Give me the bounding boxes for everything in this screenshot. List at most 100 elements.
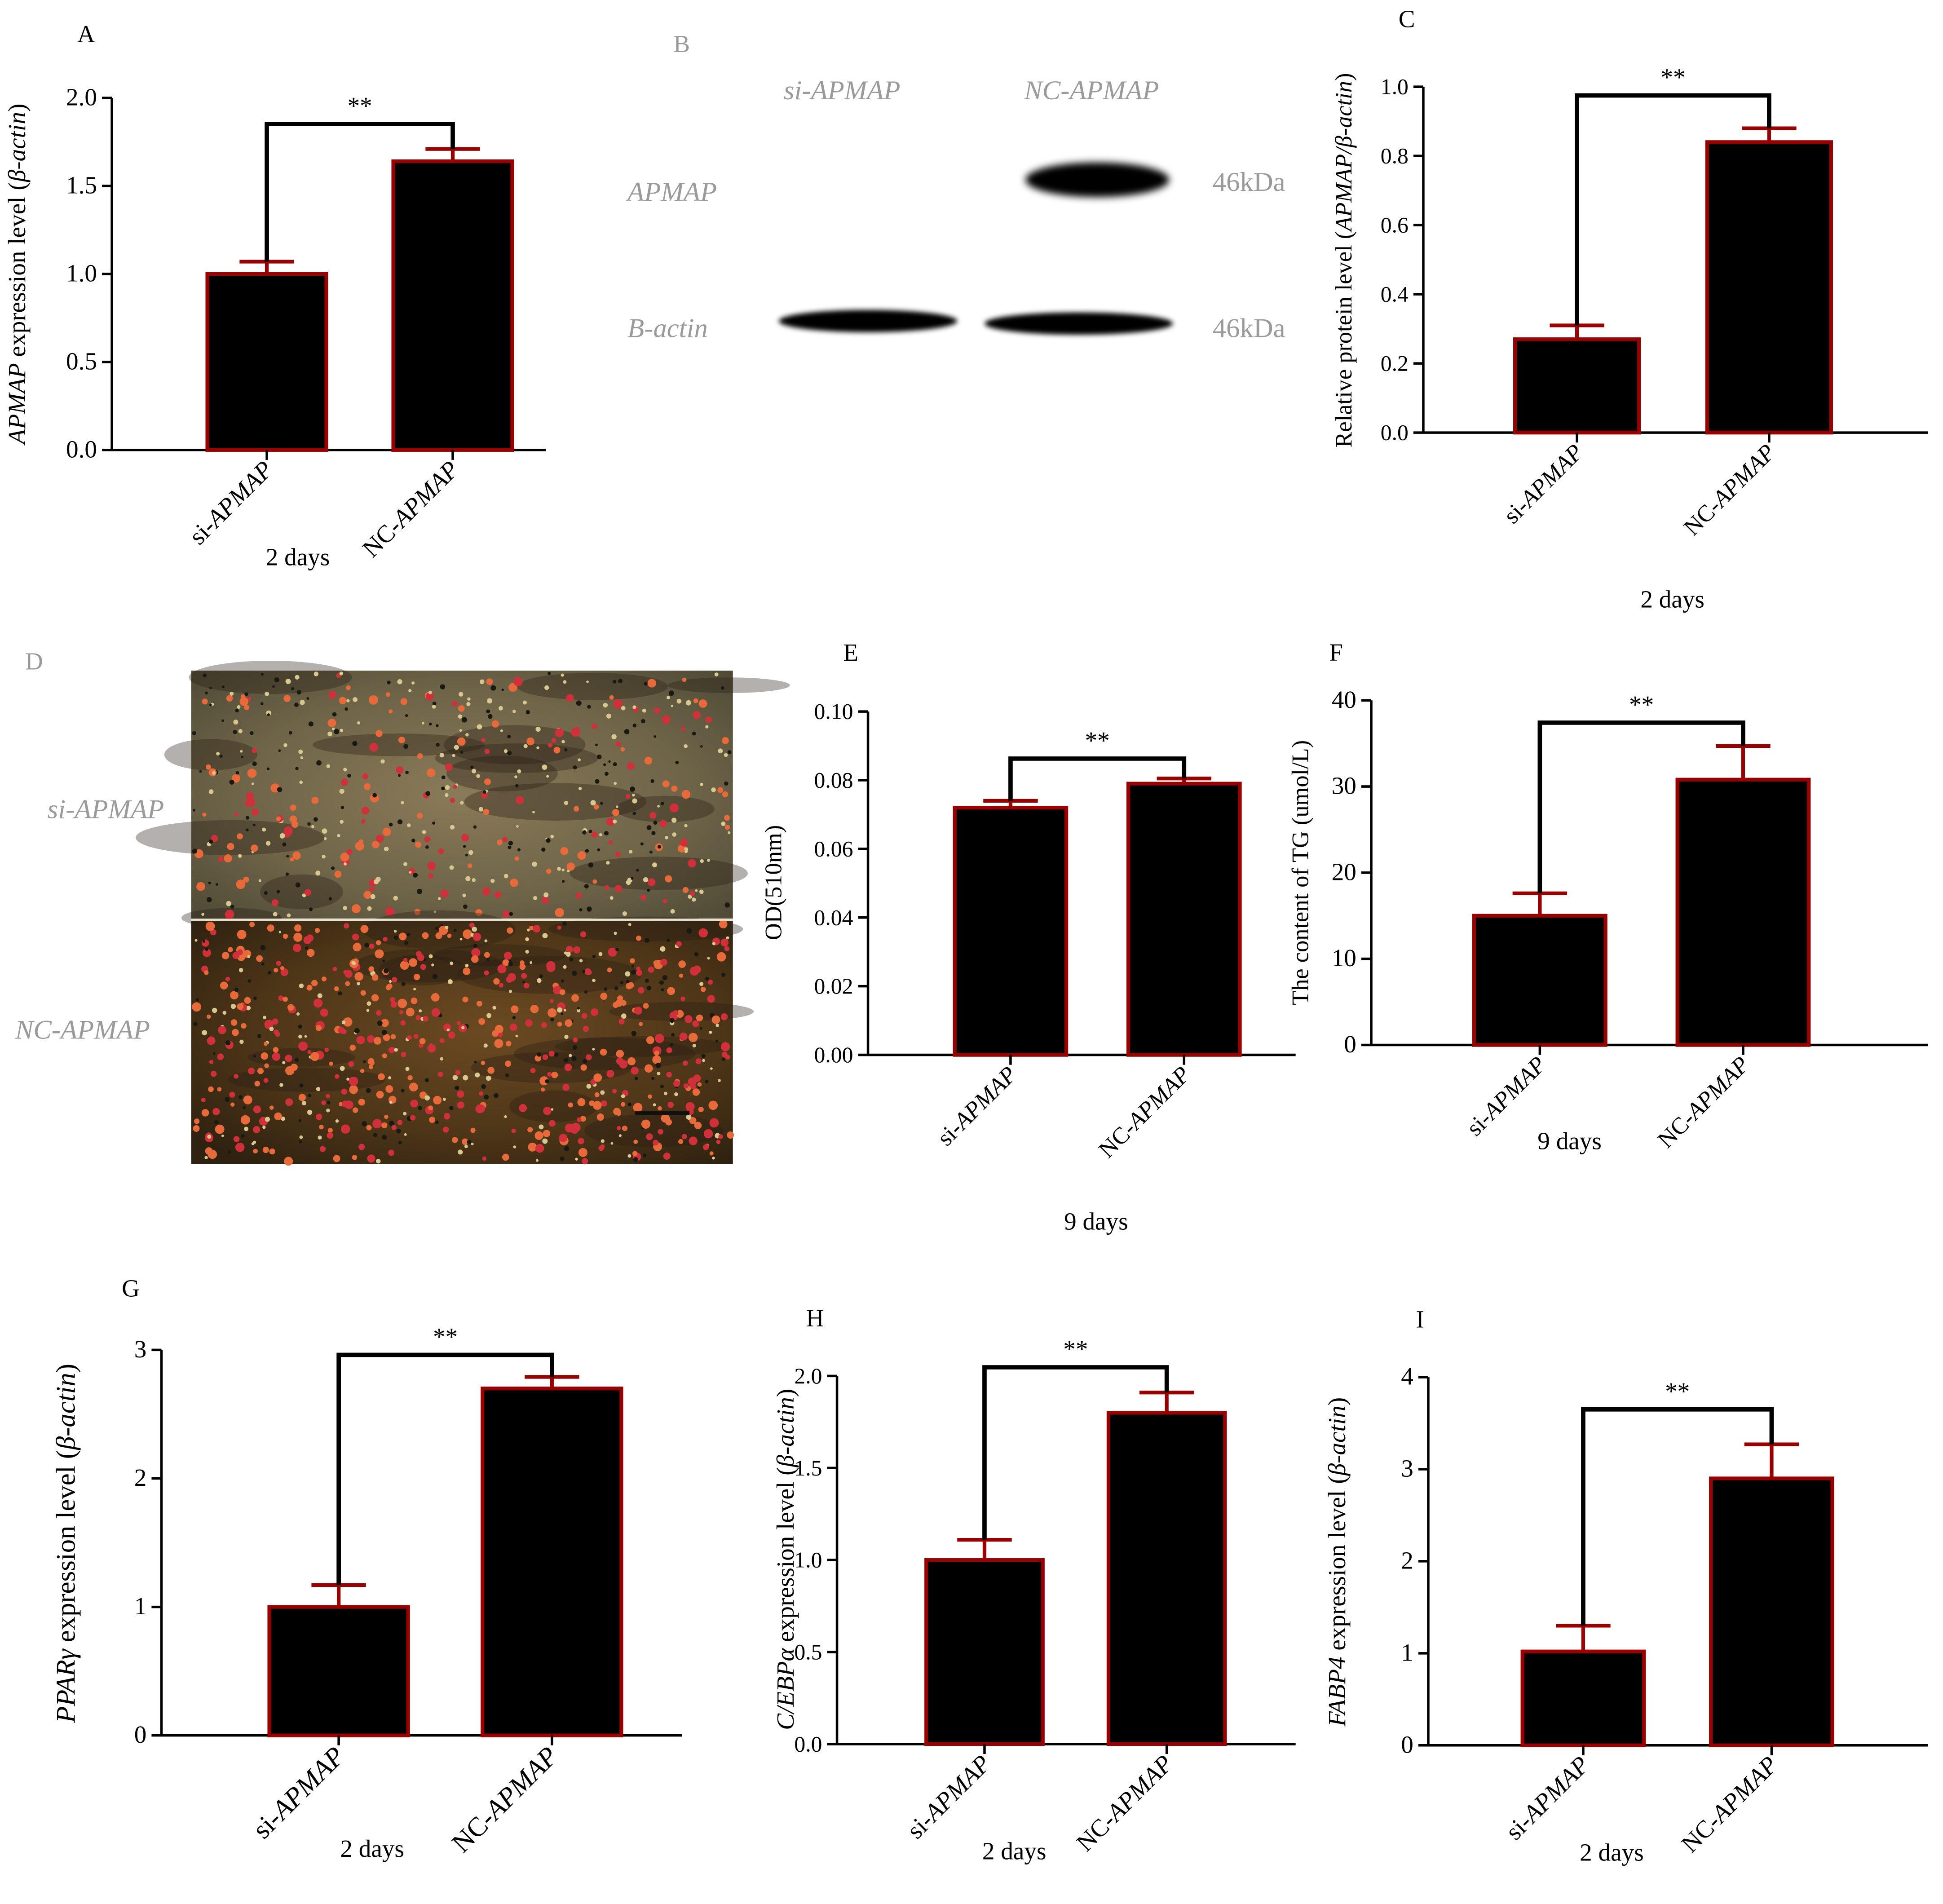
lipid-droplet [283,826,293,836]
lipid-droplet [662,899,667,904]
lipid-droplet [647,878,656,886]
lipid-droplet [607,967,612,972]
lipid-droplet [407,1035,412,1040]
lipid-droplet [274,1029,279,1035]
lipid-droplet [409,1082,418,1091]
lipid-droplet [419,1038,426,1044]
lipid-droplet [608,760,611,763]
lipid-droplet [624,729,630,734]
lipid-droplet [361,819,366,824]
lipid-droplet [360,1069,365,1073]
lipid-droplet [631,1066,639,1075]
lipid-droplet [401,1089,405,1093]
lipid-droplet [216,752,220,755]
lipid-droplet [221,719,224,722]
lipid-droplet [234,1073,239,1079]
cell-shape [189,661,352,694]
lipid-droplet [632,723,637,728]
lipid-droplet [209,686,212,689]
lipid-droplet [586,1054,592,1060]
lipid-droplet [661,988,664,992]
lipid-droplet [238,1095,243,1100]
lipid-droplet [525,937,529,941]
lipid-droplet [555,908,565,917]
lipid-droplet [344,707,348,711]
lipid-droplet [340,806,344,809]
lipid-droplet [505,1073,509,1077]
lipid-droplet [595,779,600,784]
lipid-droplet [631,877,634,880]
lipid-droplet [341,1020,346,1025]
lipid-droplet [346,849,353,855]
lipid-droplet [615,741,621,747]
lipid-droplet [560,1156,565,1161]
blot-band-b-actin-si [778,309,958,332]
lipid-droplet [224,854,232,863]
chart-panel-g: G 0 1 2 3 si-APMAP NC-APMAP ** 2 days PPARγ expre… [51,1275,682,1862]
x-category-label: si-APMAP [1499,439,1589,529]
lipid-droplet [634,1076,638,1080]
lipid-droplet [396,1129,401,1134]
lipid-droplet [632,705,636,709]
lipid-droplet [506,1041,512,1047]
lipid-droplet [340,853,349,862]
lipid-droplet [606,1070,614,1078]
lipid-droplet [565,1019,573,1027]
lipid-droplet [652,862,657,868]
lipid-droplet [620,1102,626,1107]
lipid-droplet [226,901,231,906]
lipid-droplet [193,808,196,812]
lipid-droplet [274,677,279,682]
lipid-droplet [252,748,257,753]
cell-shape [312,733,485,756]
lipid-droplet [413,1034,419,1039]
lipid-droplet [513,1145,517,1149]
lipid-droplet [401,1052,406,1057]
lipid-droplet [387,680,391,685]
lipid-droplet [310,1052,319,1061]
lipid-droplet [292,851,301,860]
lipid-droplet [408,958,418,967]
lipid-droplet [357,721,361,724]
lipid-droplet [484,952,490,958]
lipid-droplet [662,715,671,724]
lipid-droplet [643,1003,649,1009]
lipid-droplet [440,889,449,898]
lipid-droplet [719,919,728,928]
lipid-droplet [544,685,549,690]
lipid-droplet [698,1107,704,1113]
lipid-droplet [645,978,649,983]
lipid-droplet [407,823,411,827]
x-category-label: si-APMAP [901,1749,996,1844]
lipid-droplet [484,970,489,976]
lipid-droplet [688,859,696,868]
lipid-droplet [582,830,587,835]
lipid-droplet [561,673,564,677]
lipid-droplet [217,1087,222,1092]
lipid-droplet [669,803,679,813]
lipid-droplet [582,970,586,973]
lipid-droplet [450,825,455,830]
lipid-droplet [253,1126,261,1133]
lipid-droplet [405,714,408,717]
cell-shape [378,954,467,985]
lipid-droplet [496,839,503,845]
lipid-droplet [436,724,439,727]
panel-letter-i: I [1416,1306,1424,1333]
lipid-droplet [418,1106,422,1110]
lipid-droplet [332,727,335,731]
lipid-droplet [620,981,623,985]
lipid-droplet [688,894,692,899]
lipid-droplet [457,1101,464,1109]
lipid-droplet [596,754,602,760]
lipid-droplet [427,1044,436,1053]
lipid-droplet [230,1019,238,1026]
lipid-droplet [612,809,619,817]
x-category-label: NC-APMAP [1679,439,1780,541]
lipid-droplet [686,928,692,934]
lipid-droplet [631,970,636,975]
lipid-droplet [437,1071,443,1077]
lipid-droplet [203,673,207,677]
lipid-droplet [333,1155,340,1162]
lipid-droplet [300,756,304,760]
